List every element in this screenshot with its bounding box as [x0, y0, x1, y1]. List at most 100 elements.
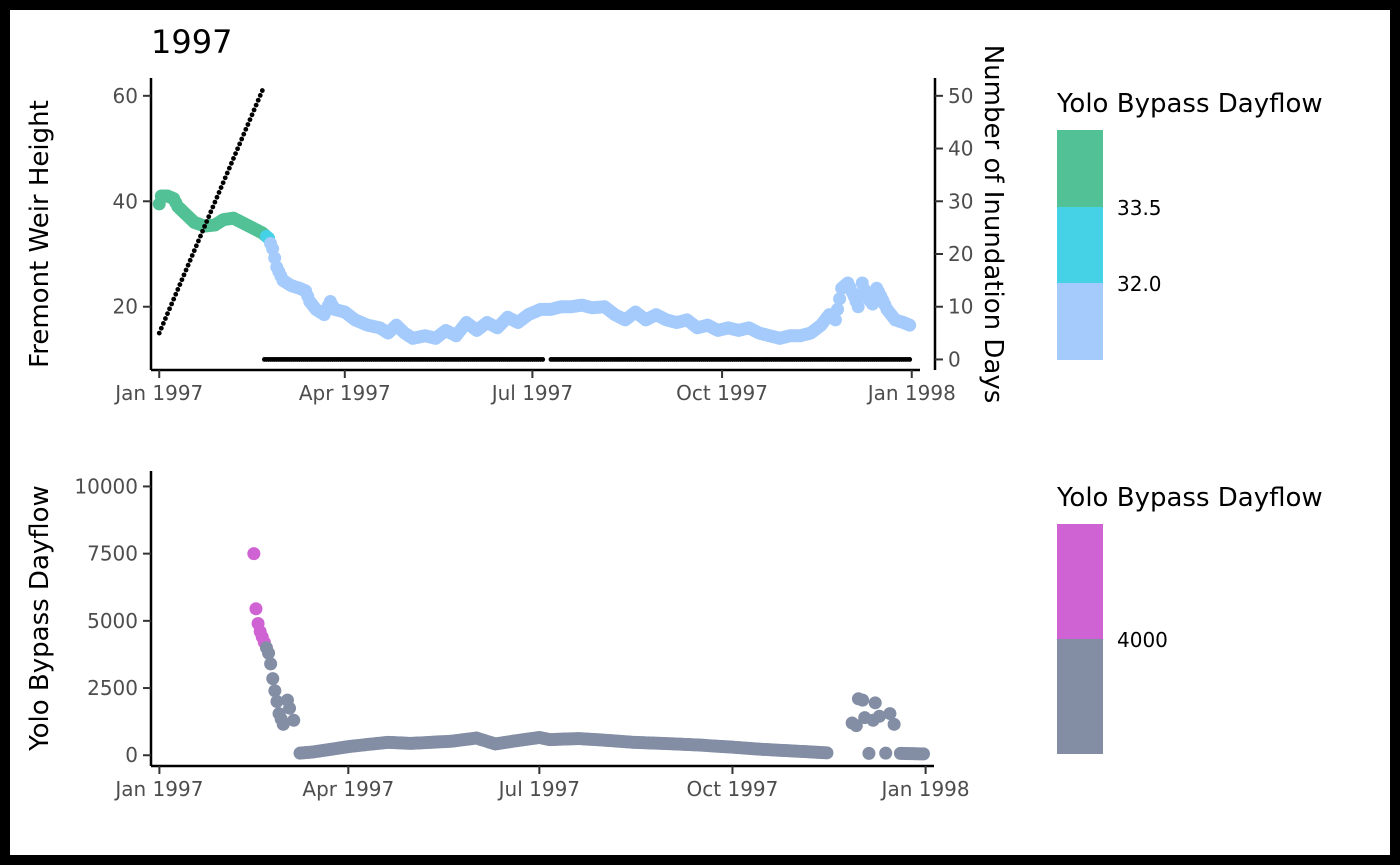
- inundation-day-point: [224, 170, 230, 176]
- x-tick-label: Jan 1997: [113, 381, 203, 405]
- bottom-legend-swatch-low: [1057, 639, 1103, 754]
- inundation-day-point: [241, 131, 247, 137]
- dayflow-point: [247, 547, 261, 561]
- inundation-day-point: [216, 190, 222, 195]
- x-tick-label: Jan 1998: [866, 381, 956, 405]
- inundation-day-point: [907, 357, 913, 362]
- inundation-day-point: [198, 233, 203, 239]
- weir-height-point: [828, 313, 842, 327]
- weir-height-point: [831, 302, 845, 316]
- inundation-day-point: [158, 325, 164, 331]
- inundation-day-point: [177, 282, 183, 287]
- inundation-day-point: [243, 126, 249, 132]
- x-tick-label: Oct 1997: [676, 381, 768, 405]
- top-legend-swatch-high: [1057, 130, 1103, 207]
- top-y2-axis-label: Number of Inundation Days: [978, 45, 1008, 404]
- y2-tick-label: 50: [948, 84, 973, 108]
- inundation-day-point: [204, 219, 210, 224]
- inundation-day-point: [251, 107, 257, 113]
- top-legend-swatch-mid: [1057, 207, 1103, 283]
- dayflow-point: [249, 602, 263, 616]
- inundation-day-point: [210, 204, 216, 210]
- top-legend-label-1: 33.5: [1117, 196, 1162, 220]
- inundation-day-point: [220, 180, 226, 186]
- top-legend-title: Yolo Bypass Dayflow: [1056, 89, 1323, 119]
- inundation-day-point: [200, 228, 205, 234]
- dayflow-point: [879, 746, 893, 760]
- inundation-day-point: [231, 156, 236, 161]
- y-tick-label: 20: [113, 295, 138, 319]
- weir-height-point: [903, 318, 917, 332]
- inundation-day-point: [193, 243, 199, 249]
- y-tick-label: 40: [113, 189, 138, 213]
- bottom-legend-title: Yolo Bypass Dayflow: [1056, 483, 1323, 513]
- inundation-day-point: [179, 277, 185, 283]
- x-tick-label: Jan 1998: [880, 777, 970, 801]
- bottom-panel: 0 2500 5000 7500 10000 Jan 1997 Apr 1997 Jul 19…: [74, 471, 970, 801]
- inundation-day-point: [540, 357, 546, 362]
- inundation-day-point: [229, 160, 234, 166]
- bottom-y-axis-label: Yolo Bypass Dayflow: [25, 485, 55, 752]
- dayflow-point: [268, 684, 282, 698]
- inundation-day-point: [257, 92, 263, 98]
- inundation-day-point: [237, 141, 243, 147]
- y-tick-label: 7500: [87, 542, 138, 566]
- y-tick-label: 2500: [87, 676, 138, 700]
- inundation-day-point: [249, 112, 255, 118]
- inundation-day-point: [255, 97, 261, 103]
- y2-tick-label: 0: [948, 347, 961, 371]
- inundation-day-point: [218, 185, 224, 190]
- weir-height-point: [833, 292, 847, 306]
- inundation-day-point: [185, 262, 191, 268]
- bottom-legend-swatch-high: [1057, 524, 1103, 639]
- inundation-day-point: [171, 296, 177, 302]
- y2-tick-label: 20: [948, 242, 973, 266]
- y-tick-label: 0: [125, 743, 138, 767]
- inundation-day-point: [160, 320, 166, 326]
- inundation-day-point: [191, 248, 197, 254]
- dayflow-point: [264, 657, 278, 671]
- inundation-day-point: [239, 136, 245, 142]
- inundation-day-point: [233, 151, 238, 157]
- dayflow-point: [849, 719, 863, 733]
- dayflow-point: [914, 747, 928, 761]
- inundation-day-point: [226, 165, 232, 171]
- inundation-day-point: [181, 272, 187, 278]
- inundation-day-point: [206, 214, 212, 220]
- inundation-day-point: [165, 311, 170, 317]
- inundation-day-point: [208, 209, 214, 215]
- y2-tick-label: 30: [948, 189, 973, 213]
- inundation-day-point: [247, 117, 253, 123]
- dayflow-point: [287, 713, 301, 727]
- dayflow-point: [862, 746, 876, 760]
- inundation-day-point: [163, 316, 168, 321]
- inundation-day-point: [167, 306, 172, 312]
- y2-tick-label: 40: [948, 137, 973, 161]
- dayflow-point: [276, 717, 290, 731]
- dayflow-point: [818, 746, 832, 760]
- dayflow-point: [856, 693, 870, 707]
- inundation-day-point: [202, 223, 208, 229]
- inundation-day-point: [235, 146, 240, 152]
- x-tick-label: Apr 1997: [302, 777, 394, 801]
- dayflow-point: [887, 717, 901, 731]
- dayflow-point: [883, 707, 897, 721]
- inundation-day-point: [169, 301, 175, 307]
- dayflow-point: [872, 709, 886, 723]
- bottom-legend-label-1: 4000: [1117, 628, 1168, 652]
- inundation-day-point: [259, 88, 265, 93]
- dayflow-point: [270, 694, 284, 708]
- inundation-day-point: [156, 330, 162, 336]
- dayflow-point: [283, 701, 297, 715]
- dayflow-point: [262, 646, 276, 660]
- inundation-day-point: [187, 257, 193, 263]
- inundation-day-point: [212, 199, 218, 205]
- inundation-day-point: [222, 175, 228, 181]
- figure-canvas: 1997 Fremont Weir Height Number of Inund…: [10, 10, 1390, 855]
- inundation-day-point: [173, 291, 179, 297]
- y-tick-label: 10000: [74, 474, 138, 498]
- y-tick-label: 60: [113, 84, 138, 108]
- top-legend-label-2: 32.0: [1117, 272, 1162, 296]
- x-tick-label: Oct 1997: [687, 777, 779, 801]
- top-y-axis-label: Fremont Weir Height: [25, 100, 55, 368]
